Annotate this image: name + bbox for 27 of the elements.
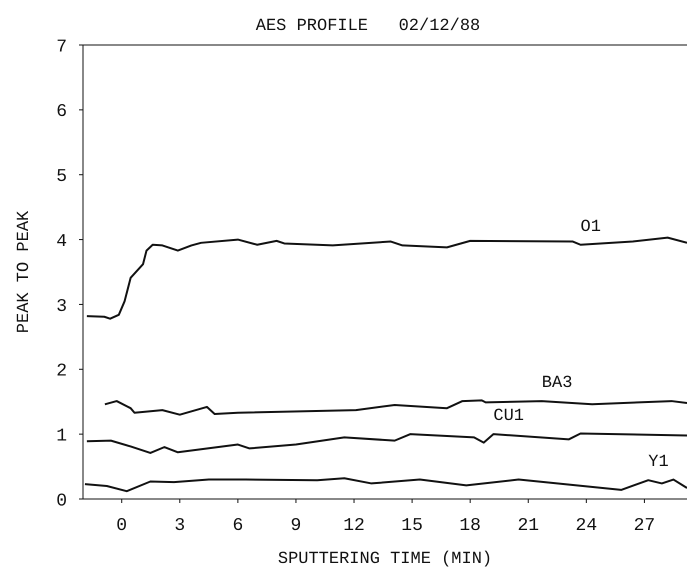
y-tick-label: 5 [56,167,67,188]
x-tick-label: 24 [576,516,598,536]
y-axis-title: PEAK TO PEAK [15,210,34,334]
y-tick-label: 0 [56,491,67,512]
line-series [86,432,687,454]
x-tick-label: 3 [174,516,186,536]
x-tick-label: 0 [116,516,128,536]
y-tick-label: 4 [56,232,67,252]
x-tick-label: 18 [459,516,481,536]
y-tick-label: 2 [56,362,67,382]
x-tick-label: 9 [290,516,302,536]
y-tick-label: 3 [56,296,67,317]
x-axis-title: SPUTTERING TIME (MIN) [278,550,492,569]
y-tick-label: 1 [56,426,67,447]
x-tick-label: 15 [401,516,423,536]
x-tick-label: 21 [517,516,540,536]
y-tick-label: 6 [56,102,67,122]
y-tick-label: 7 [56,37,67,58]
x-tick-label: 6 [232,516,244,536]
line-series [86,236,687,320]
series-label: BA3 [542,374,572,394]
chart-title: AES PROFILE 02/12/88 [256,17,480,36]
x-tick-label: 27 [634,516,656,536]
series-label: O1 [580,218,601,237]
series-label: CU1 [493,407,524,426]
x-tick-label: 12 [343,516,365,536]
series-label: Y1 [648,453,669,472]
